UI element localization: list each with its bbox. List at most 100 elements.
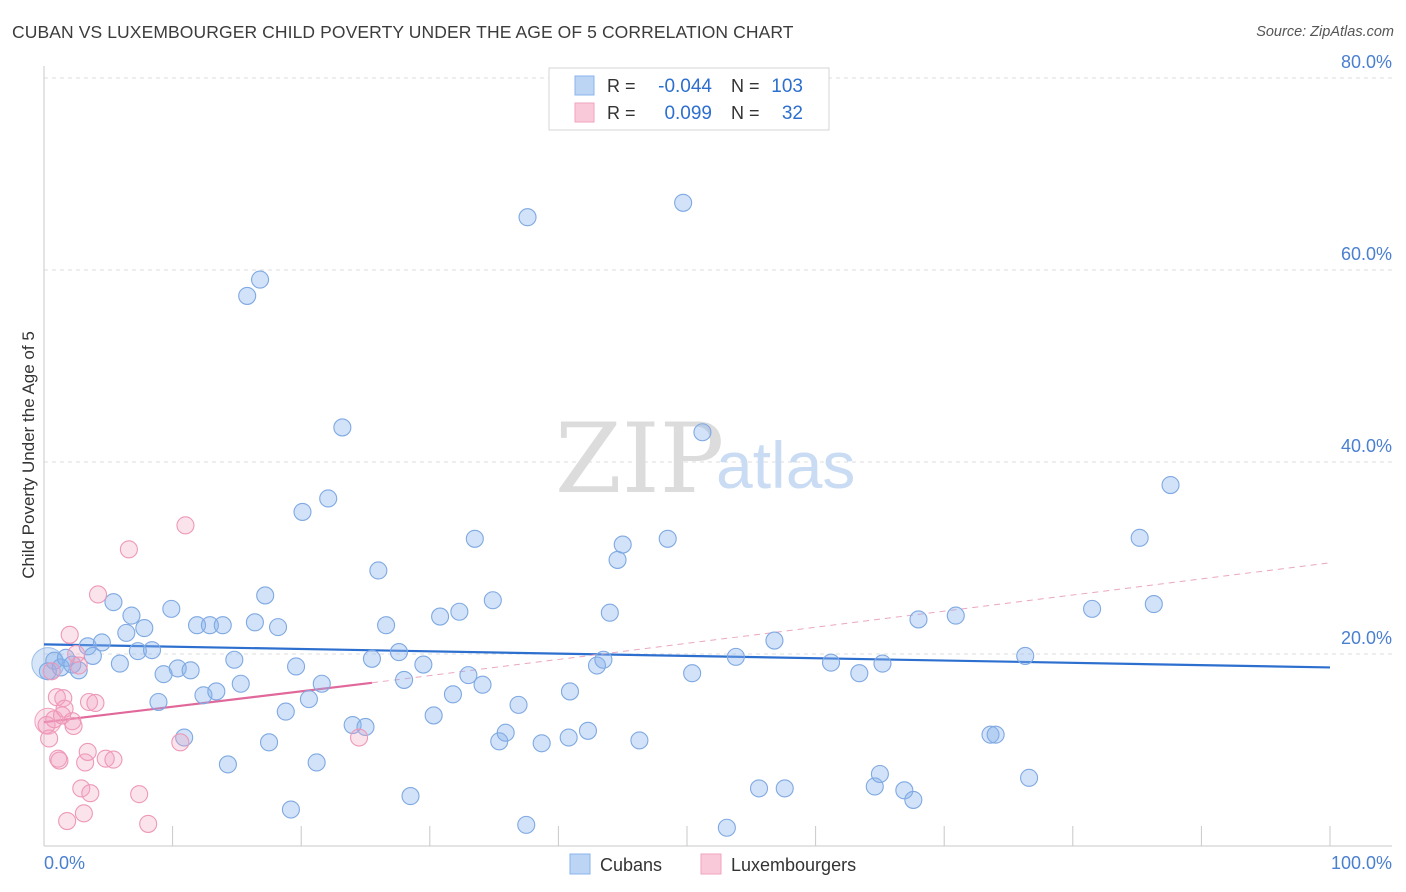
cubans-point <box>578 721 598 740</box>
cubans-point <box>200 616 219 635</box>
luxembourgers-point <box>139 814 158 833</box>
cubans-point <box>450 602 469 621</box>
cubans-point <box>414 655 433 674</box>
cubans-point <box>104 593 123 612</box>
cubans-point <box>256 586 275 605</box>
cubans-point <box>181 661 200 680</box>
cubans-point <box>307 753 326 772</box>
cubans-point <box>630 731 649 750</box>
cubans-point <box>775 779 794 798</box>
axes <box>43 66 1392 847</box>
luxembourgers-point <box>58 811 77 831</box>
cubans-point <box>135 619 154 638</box>
luxembourgers-point <box>350 728 369 747</box>
cubans-point <box>287 657 306 676</box>
luxembourgers-point <box>40 729 59 748</box>
luxembourgers-point <box>72 779 91 798</box>
cubans-point <box>946 606 965 625</box>
cubans-point <box>1083 599 1102 618</box>
luxembourgers-point <box>119 540 138 559</box>
luxembourgers-point <box>79 692 99 712</box>
cubans-point <box>594 650 613 669</box>
luxembourgers-point <box>171 733 190 752</box>
cubans-point <box>850 664 869 683</box>
legend-n-value-2: 32 <box>782 103 803 124</box>
watermark: ZIP atlas <box>555 403 855 515</box>
cubans-point <box>225 650 244 669</box>
cubans-point <box>459 666 478 685</box>
cubans-point <box>693 423 712 442</box>
luxembourgers-point <box>176 516 195 535</box>
y-tick-label: 80.0% <box>1341 52 1392 72</box>
legend-bottom-swatch-cubans <box>569 853 591 875</box>
cubans-point <box>821 653 841 672</box>
legend-n-label-1: N = <box>731 76 760 96</box>
luxembourgers-point <box>130 785 149 804</box>
cubans-point <box>245 613 264 632</box>
cubans-point <box>45 651 64 670</box>
legend-r-value-2: 0.099 <box>664 103 712 124</box>
cubans-point <box>726 647 745 666</box>
cubans-point <box>870 764 889 784</box>
cubans-point <box>559 728 578 747</box>
cubans-point <box>122 606 141 625</box>
cubans-point <box>749 779 769 798</box>
cubans-point <box>473 675 492 694</box>
cubans-point <box>895 781 914 800</box>
cubans-point <box>483 591 502 610</box>
legend-n-label-2: N = <box>731 103 760 123</box>
cubans-point <box>377 616 396 635</box>
cubans-point <box>207 682 226 701</box>
cubans-point <box>259 733 279 752</box>
cubans-point <box>162 599 181 618</box>
cubans-point <box>187 616 207 635</box>
cubans-point <box>465 529 484 548</box>
cubans-point <box>250 270 270 289</box>
legend-swatch-luxembourgers <box>574 102 595 123</box>
cubans-point <box>1020 768 1039 787</box>
cubans-point <box>518 208 537 227</box>
x-tick-label: 0.0% <box>44 853 85 873</box>
luxembourgers-point <box>60 625 79 644</box>
cubans-point <box>117 623 136 642</box>
cubans-point <box>1016 646 1035 665</box>
cubans-point <box>1130 528 1149 547</box>
luxembourgers-point <box>67 644 86 664</box>
cubans-point <box>213 616 232 635</box>
cubans-point <box>293 502 312 521</box>
luxembourgers-point <box>104 750 123 769</box>
legend-swatch-cubans <box>574 75 595 96</box>
cubans-point <box>532 734 551 753</box>
y-tick-label: 60.0% <box>1341 244 1392 264</box>
cubans-point <box>333 418 352 437</box>
cubans-point <box>658 529 677 548</box>
cubans-point <box>369 561 388 580</box>
luxembourgers-point <box>69 656 88 675</box>
cubans-point <box>395 670 414 689</box>
luxembourgers-point <box>86 693 105 713</box>
chart-source: Source: ZipAtlas.com <box>1256 24 1394 40</box>
cubans-trend-line <box>43 643 1331 669</box>
cubans-point <box>356 717 375 737</box>
luxembourgers-point <box>76 753 95 772</box>
cubans-point <box>560 682 580 701</box>
cubans-point <box>674 193 693 212</box>
cubans-point <box>312 674 331 693</box>
y-tick-label: 40.0% <box>1341 436 1392 456</box>
cubans-point <box>1144 595 1163 614</box>
watermark-atlas: atlas <box>716 428 855 502</box>
cubans-point <box>269 618 288 637</box>
legend-r-label-2: R = <box>607 103 636 123</box>
cubans-point <box>1161 475 1180 495</box>
luxembourgers-point <box>78 742 97 761</box>
luxembourgers-point <box>96 749 115 768</box>
cubans-point <box>128 642 147 661</box>
cubans-point <box>600 603 619 622</box>
cubans-point <box>389 643 408 662</box>
cubans-point <box>401 787 420 806</box>
data-points <box>31 193 1180 837</box>
legend-bottom-label-luxembourgers: Luxembourgers <box>731 855 856 875</box>
y-axis-label: Child Poverty Under the Age of 5 <box>19 331 38 579</box>
legend-r-value-1: -0.044 <box>658 76 712 97</box>
